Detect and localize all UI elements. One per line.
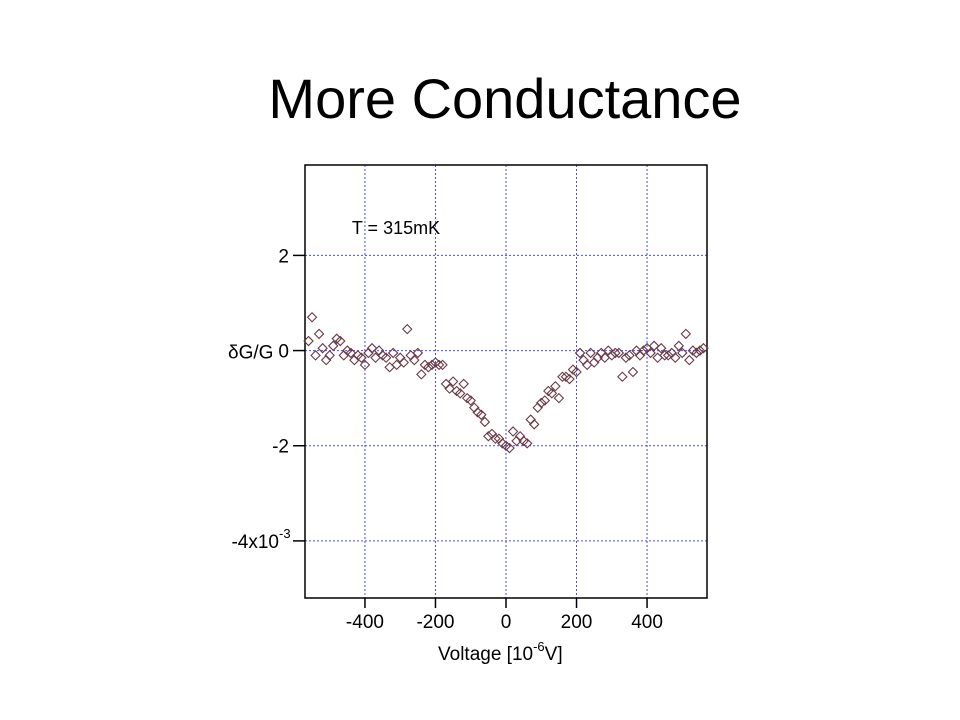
temperature-annotation: T = 315mK bbox=[352, 218, 440, 238]
data-point bbox=[521, 438, 533, 449]
data-point bbox=[490, 433, 501, 444]
data-point bbox=[613, 347, 625, 359]
data-point bbox=[691, 347, 702, 359]
y-tick-label: 0 bbox=[278, 342, 289, 363]
data-point bbox=[479, 416, 491, 428]
data-point bbox=[669, 352, 681, 363]
data-point bbox=[327, 340, 339, 352]
data-point bbox=[677, 347, 688, 359]
x-axis-label: Voltage [10-6V] bbox=[438, 639, 563, 665]
data-point bbox=[426, 359, 438, 371]
y-tick-exponent: -3 bbox=[279, 526, 291, 541]
data-point bbox=[345, 347, 357, 359]
x-tick-label: 400 bbox=[631, 612, 663, 633]
data-point bbox=[684, 354, 695, 366]
data-point bbox=[412, 347, 424, 359]
data-point bbox=[303, 335, 314, 347]
data-point bbox=[359, 359, 371, 371]
data-point bbox=[680, 328, 692, 340]
data-point bbox=[574, 347, 586, 359]
data-point bbox=[557, 371, 568, 383]
data-point bbox=[655, 342, 667, 354]
data-point bbox=[458, 378, 469, 390]
data-point bbox=[437, 359, 448, 371]
data-point bbox=[698, 342, 709, 354]
data-point bbox=[476, 409, 487, 421]
data-point bbox=[366, 342, 378, 354]
grid-lines bbox=[305, 165, 707, 598]
data-point bbox=[324, 350, 335, 361]
data-point bbox=[387, 347, 399, 359]
data-point bbox=[454, 388, 466, 399]
data-point bbox=[380, 352, 392, 363]
y-tick-label: -4x10 bbox=[231, 532, 279, 553]
data-point bbox=[507, 426, 519, 437]
data-point bbox=[535, 397, 547, 409]
x-axis-label-main: Voltage [10 bbox=[438, 644, 533, 665]
data-point bbox=[564, 373, 575, 385]
x-tick-label: 0 bbox=[501, 612, 512, 633]
data-point bbox=[317, 342, 328, 354]
data-point bbox=[648, 340, 660, 352]
data-point bbox=[409, 354, 420, 366]
x-tick-label: 200 bbox=[561, 612, 593, 633]
x-axis-label-unit: V] bbox=[545, 644, 563, 665]
x-tick-label: -400 bbox=[346, 612, 384, 633]
data-point bbox=[444, 383, 455, 394]
x-axis-label-exponent: -6 bbox=[533, 639, 545, 654]
data-point bbox=[539, 395, 551, 406]
data-point bbox=[334, 335, 346, 347]
data-point bbox=[694, 345, 706, 356]
data-point bbox=[617, 371, 628, 383]
x-tick-label: -200 bbox=[416, 612, 454, 633]
axes: -400 -200 0 200 400 2 0 -2 -4x10 -3 bbox=[231, 246, 662, 633]
y-tick-label: -2 bbox=[272, 437, 289, 458]
y-axis-label: δG/G bbox=[228, 343, 273, 364]
data-point bbox=[620, 352, 632, 363]
data-point bbox=[401, 323, 413, 335]
data-point bbox=[465, 395, 477, 406]
data-point bbox=[585, 347, 596, 359]
data-point bbox=[571, 366, 582, 378]
data-point bbox=[645, 347, 656, 359]
data-point bbox=[504, 442, 515, 454]
data-point bbox=[624, 350, 635, 361]
data-point bbox=[416, 369, 427, 380]
data-point bbox=[483, 430, 494, 442]
data-point bbox=[553, 392, 565, 404]
data-point bbox=[638, 345, 649, 356]
data-point bbox=[433, 359, 445, 371]
data-point bbox=[528, 419, 540, 430]
slide-title: More Conductance bbox=[268, 67, 742, 130]
data-point bbox=[550, 380, 561, 392]
data-point bbox=[673, 340, 685, 352]
data-point bbox=[398, 357, 410, 368]
data-point bbox=[610, 347, 621, 359]
data-point bbox=[662, 350, 674, 361]
data-point bbox=[627, 366, 639, 378]
data-point bbox=[306, 311, 318, 323]
data-point bbox=[313, 328, 325, 340]
data-point bbox=[447, 376, 459, 387]
data-point bbox=[546, 388, 558, 399]
data-point bbox=[310, 350, 321, 361]
y-tick-label: 2 bbox=[278, 246, 289, 267]
data-point bbox=[356, 352, 367, 363]
data-point bbox=[423, 361, 434, 373]
data-points bbox=[303, 311, 709, 454]
